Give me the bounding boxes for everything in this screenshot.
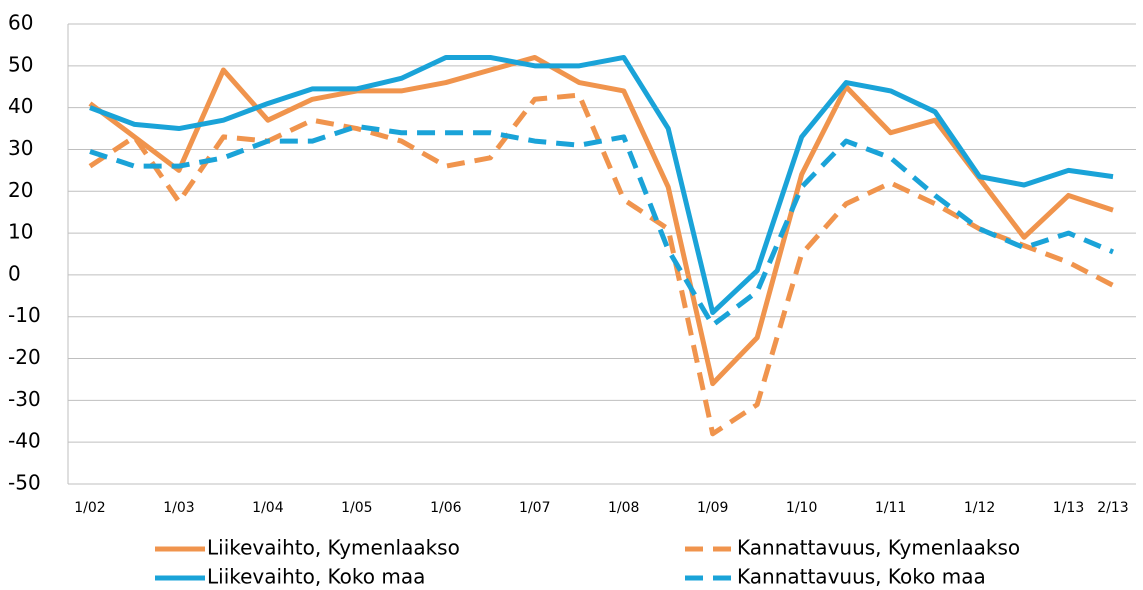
y-tick-label: 0 [8,261,21,285]
x-tick-label: 1/08 [608,500,639,516]
y-tick-label: 10 [8,220,33,244]
y-tick-label: -20 [8,345,41,369]
y-tick-label: -50 [8,471,41,495]
x-tick-label: 1/10 [786,500,817,516]
series-line [88,54,1114,387]
series-line [89,54,1114,316]
x-tick-label: 1/04 [252,500,284,516]
y-tick-label: 50 [8,52,33,76]
x-tick-label: 1/05 [341,500,372,516]
x-tick-label: 1/12 [964,500,995,516]
y-tick-label: 40 [8,94,33,118]
x-tick-label: 1/09 [697,500,728,516]
x-tick-label: 2/13 [1097,500,1128,516]
legend-label: Liikevaihto, Koko maa [207,565,425,589]
x-tick-label: 1/03 [163,500,194,516]
series-line [89,123,1114,328]
y-tick-label: -10 [8,303,41,327]
legend-label: Kannattavuus, Kymenlaakso [737,536,1020,560]
y-tick-label: 60 [8,11,33,35]
x-tick-label: 1/11 [875,500,906,516]
y-tick-label: -30 [8,387,41,411]
x-tick-label: 1/06 [430,500,462,516]
legend-label: Kannattavuus, Koko maa [737,565,986,589]
x-tick-label: 1/02 [74,500,105,516]
x-tick-label: 1/07 [519,500,550,516]
y-tick-label: 20 [8,178,33,202]
y-tick-label: -40 [8,429,41,453]
legend-label: Liikevaihto, Kymenlaakso [207,536,460,560]
x-tick-label: 1/13 [1053,500,1084,516]
y-tick-label: 30 [8,136,33,160]
